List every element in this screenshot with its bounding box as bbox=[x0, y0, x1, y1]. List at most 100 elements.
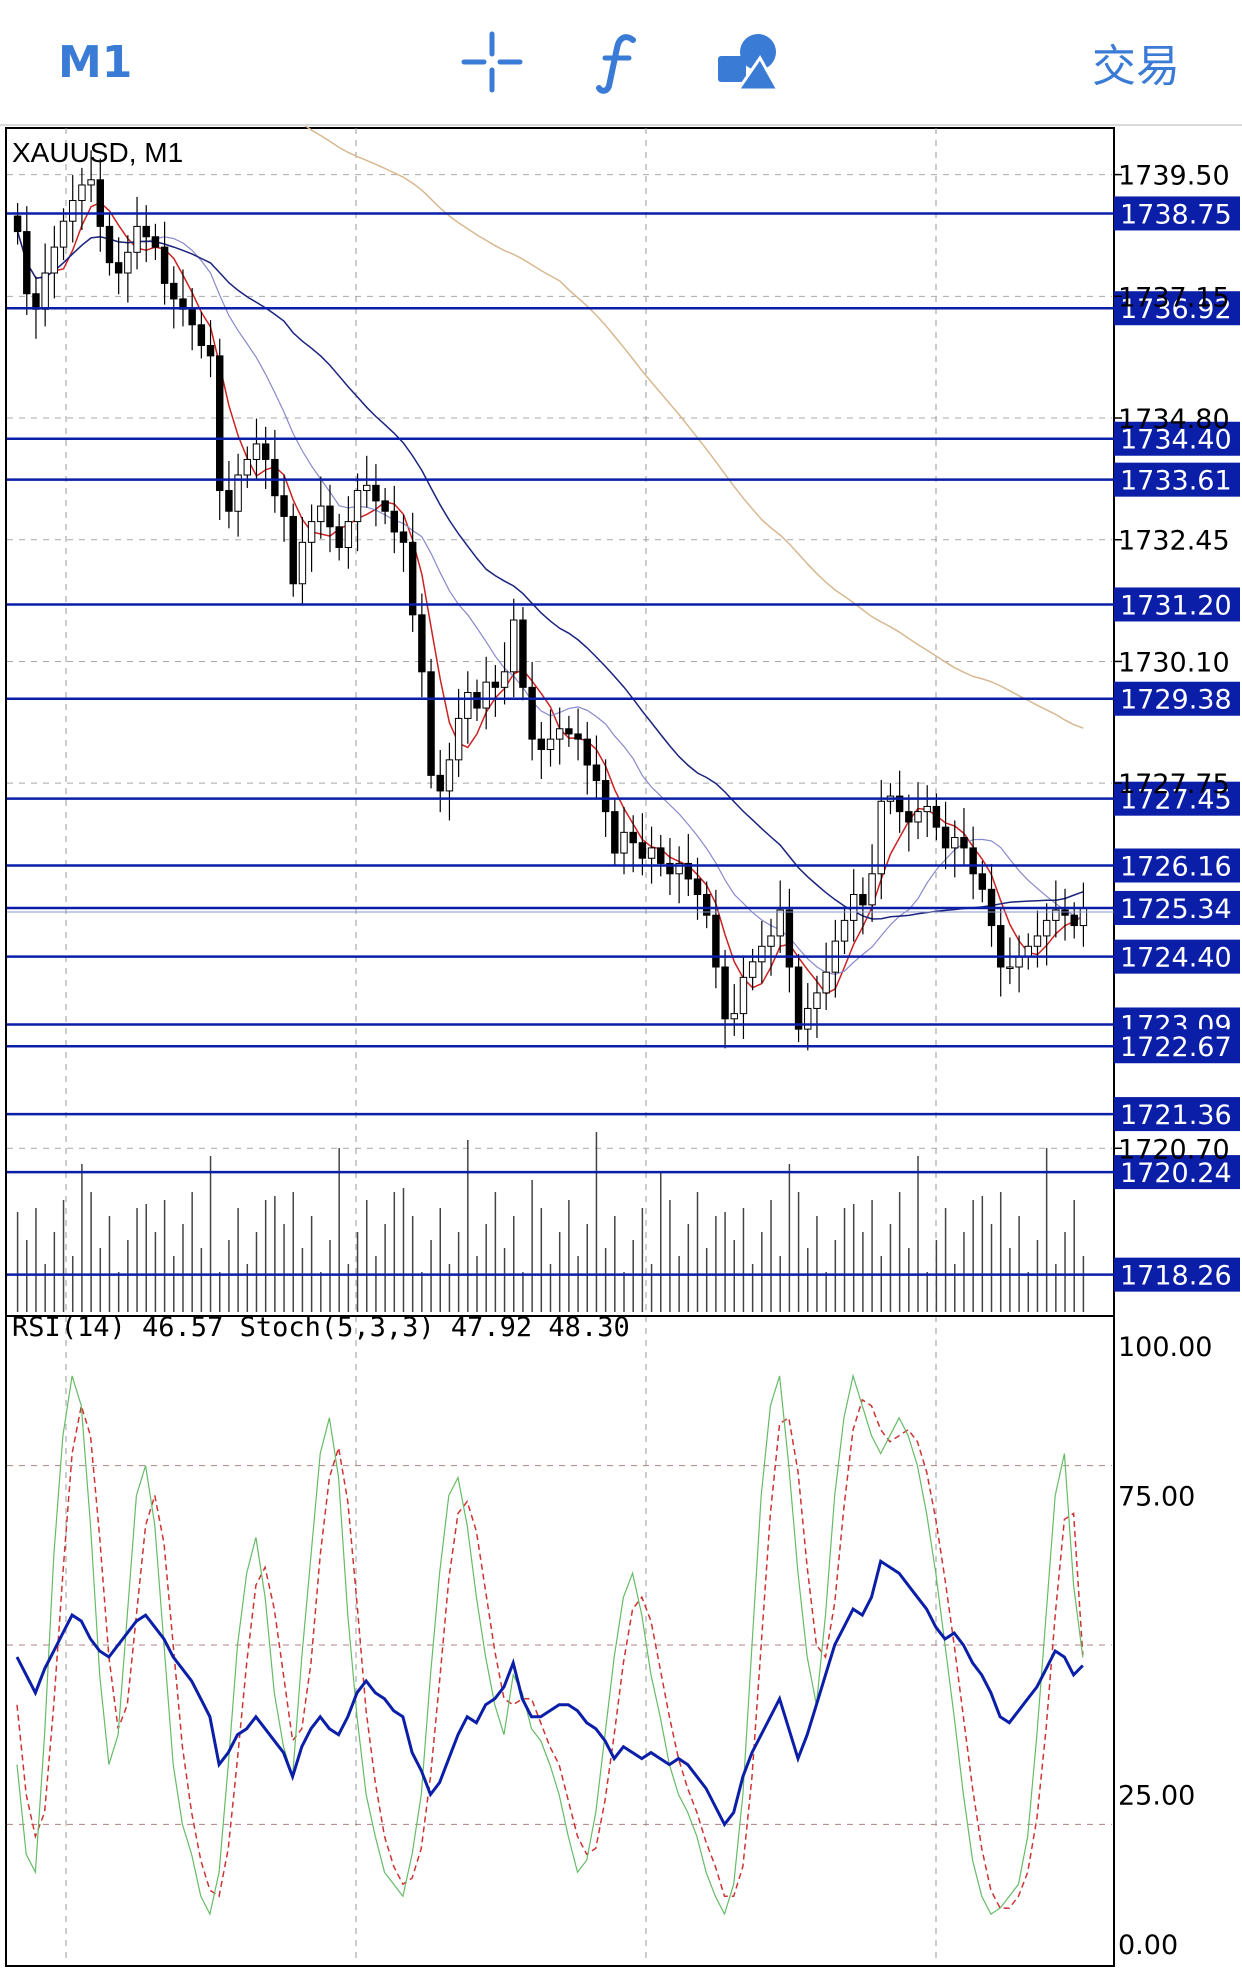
candle-body bbox=[317, 505, 325, 523]
candle-body bbox=[96, 179, 105, 227]
price-label-box bbox=[1114, 781, 1240, 816]
candle-body bbox=[712, 914, 720, 968]
candle-body bbox=[252, 443, 261, 460]
candlesticks bbox=[13, 150, 1088, 1051]
candle-body bbox=[142, 225, 150, 238]
candle-body bbox=[657, 847, 665, 864]
candle-body bbox=[905, 811, 913, 823]
candle-body bbox=[510, 619, 518, 673]
candle-body bbox=[197, 324, 206, 347]
trade-button[interactable]: 交易 bbox=[1092, 41, 1180, 92]
price-label: 1734.40 bbox=[1120, 425, 1232, 456]
candle-body bbox=[969, 847, 977, 875]
candle-body bbox=[326, 505, 334, 528]
candle-body bbox=[537, 738, 546, 750]
candle-body bbox=[344, 521, 353, 549]
candle-body bbox=[160, 246, 169, 284]
candle-body bbox=[1006, 966, 1014, 970]
price-label: 1718.26 bbox=[1120, 1261, 1232, 1292]
candle-body bbox=[895, 795, 904, 813]
candle-body bbox=[923, 805, 931, 813]
candle-body bbox=[418, 614, 426, 673]
crosshair-icon[interactable] bbox=[460, 0, 524, 124]
indicator-tick-label: 100.00 bbox=[1118, 1332, 1212, 1363]
candle-body bbox=[363, 484, 371, 492]
candle-body bbox=[647, 847, 656, 859]
candle-body bbox=[592, 764, 601, 782]
function-icon[interactable] bbox=[595, 0, 645, 124]
price-label-box bbox=[1114, 587, 1240, 622]
candle-body bbox=[932, 805, 941, 828]
objects-icon[interactable] bbox=[716, 0, 780, 124]
time-label: 2 Jun 18:46 bbox=[356, 1968, 510, 1970]
price-label: 1724.40 bbox=[1120, 943, 1232, 974]
indicator-tick-label: 75.00 bbox=[1118, 1482, 1195, 1513]
candle-body bbox=[216, 355, 224, 492]
candle-body bbox=[353, 490, 362, 523]
candle-body bbox=[124, 251, 132, 274]
price-label: 1726.16 bbox=[1120, 851, 1232, 882]
candle-body bbox=[555, 728, 564, 740]
candle-body bbox=[151, 236, 160, 248]
candle-body bbox=[767, 935, 775, 947]
candle-body bbox=[702, 893, 711, 916]
chart-title: XAUUSD, M1 bbox=[12, 137, 183, 168]
price-label: 1731.20 bbox=[1120, 590, 1232, 621]
candle-body bbox=[730, 1013, 738, 1020]
candle-body bbox=[574, 733, 582, 740]
indicator-panel: 100.00 75.00 25.00 0.00 bbox=[15, 1332, 1212, 1961]
candle-body bbox=[1024, 945, 1032, 958]
candle-body bbox=[87, 179, 95, 186]
price-label-box bbox=[1114, 1029, 1240, 1064]
candle-body bbox=[822, 971, 830, 994]
price-label: 1722.67 bbox=[1120, 1032, 1232, 1063]
candle-body bbox=[978, 873, 987, 890]
candle-body bbox=[794, 966, 803, 1030]
toolbar: M1 交易 bbox=[0, 0, 1242, 126]
candle-body bbox=[335, 526, 343, 549]
candle-body bbox=[41, 272, 49, 310]
candle-body bbox=[13, 215, 22, 233]
price-label-box bbox=[1114, 462, 1240, 497]
candle-body bbox=[280, 495, 288, 517]
candle-body bbox=[482, 681, 490, 709]
price-label: 1727.45 bbox=[1120, 785, 1232, 816]
price-chart[interactable]: 1738.75 1736.92 1734.40 1733.61 1731.20 1729.… bbox=[0, 126, 1242, 1970]
candle-body bbox=[454, 717, 463, 761]
candle-body bbox=[914, 811, 922, 823]
time-label: 2 Jun 19:50 bbox=[936, 1968, 1090, 1970]
candle-body bbox=[565, 728, 573, 735]
time-axis: 2 Jun 18:14 2 Jun 18:46 2 Jun 19:18 2 Jun 1… bbox=[66, 1968, 1090, 1970]
candle-body bbox=[960, 837, 968, 849]
candle-body bbox=[59, 220, 68, 248]
candle-body bbox=[785, 909, 794, 968]
candle-body bbox=[307, 521, 316, 543]
price-label: 1720.24 bbox=[1120, 1158, 1232, 1189]
candle-body bbox=[372, 484, 380, 502]
candle-body bbox=[50, 246, 59, 274]
candle-body bbox=[519, 619, 527, 688]
price-label-box bbox=[1114, 1257, 1240, 1292]
candle-body bbox=[289, 515, 297, 585]
candle-body bbox=[298, 541, 307, 585]
candle-body bbox=[188, 308, 196, 326]
candle-body bbox=[868, 873, 876, 906]
candle-body bbox=[996, 925, 1005, 968]
candle-body bbox=[427, 671, 435, 776]
timeframe-button[interactable]: M1 bbox=[58, 36, 133, 88]
candle-body bbox=[1042, 919, 1051, 937]
candle-body bbox=[721, 966, 729, 1020]
price-label-box bbox=[1114, 939, 1240, 974]
candle-body bbox=[271, 458, 279, 497]
candle-body bbox=[528, 686, 536, 740]
candle-body bbox=[206, 345, 215, 357]
candle-body bbox=[473, 692, 481, 709]
candle-body bbox=[675, 862, 683, 875]
candle-body bbox=[601, 780, 610, 813]
candle-body bbox=[261, 443, 270, 460]
price-tick-label: 1732.45 bbox=[1118, 526, 1230, 557]
price-label: 1736.92 bbox=[1120, 294, 1232, 325]
candle-body bbox=[840, 919, 849, 942]
price-label: 1721.36 bbox=[1120, 1100, 1232, 1131]
candle-body bbox=[491, 681, 500, 688]
